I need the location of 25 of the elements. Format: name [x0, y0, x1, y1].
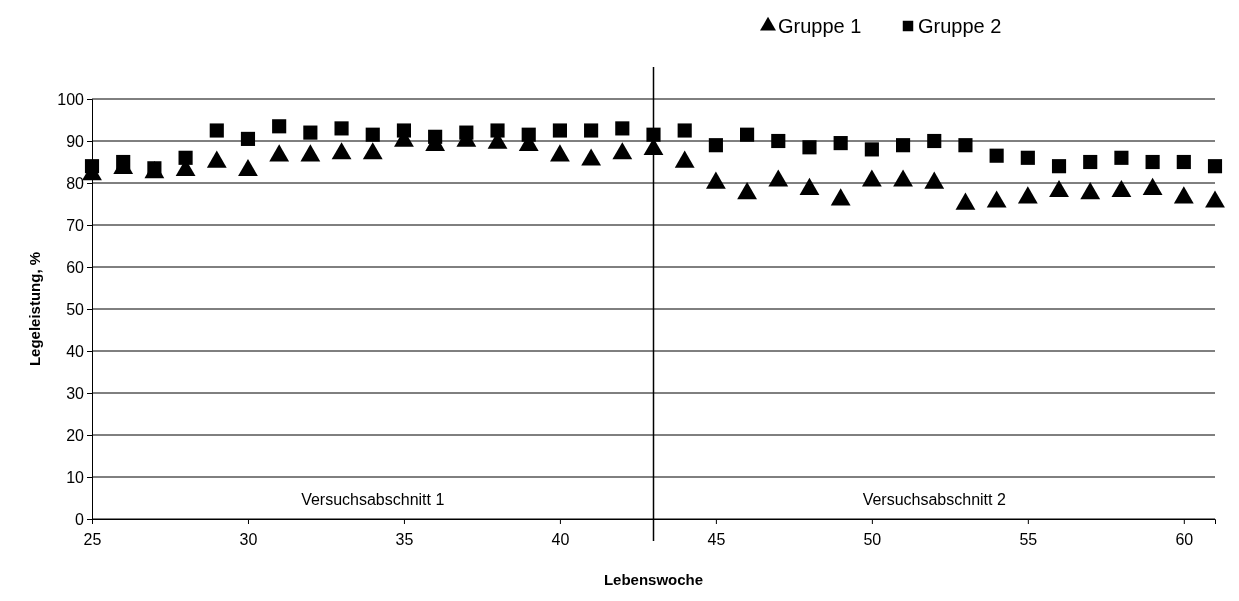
- annotation: Versuchsabschnitt 1: [301, 491, 445, 508]
- legend-label: Gruppe 2: [918, 15, 1002, 37]
- y-tick-label: 100: [57, 90, 85, 108]
- y-tick-label: 20: [66, 426, 85, 444]
- y-tick-label: 80: [66, 174, 85, 192]
- y-tick-label: 90: [66, 132, 85, 150]
- x-tick-label: 40: [551, 530, 570, 548]
- x-tick-label: 50: [863, 530, 882, 548]
- x-tick-label: 60: [1175, 530, 1194, 548]
- y-tick-label: 0: [75, 510, 85, 528]
- y-tick-label: 60: [66, 258, 85, 276]
- y-tick-label: 70: [66, 216, 85, 234]
- x-tick-label: 45: [707, 530, 726, 548]
- x-tick-label: 55: [1019, 530, 1038, 548]
- x-tick-label: 30: [239, 530, 258, 548]
- y-tick-label: 30: [66, 384, 85, 402]
- legend-label: Gruppe 1: [778, 15, 862, 37]
- annotation: Versuchsabschnitt 2: [862, 491, 1006, 508]
- x-tick-label: 35: [395, 530, 414, 548]
- y-tick-label: 10: [66, 468, 85, 486]
- y-tick-label: 40: [66, 342, 85, 360]
- y-tick-label: 50: [66, 300, 85, 318]
- y-axis-title: Legeleistung, %: [26, 251, 43, 367]
- x-axis-title: Lebenswoche: [603, 571, 704, 588]
- x-tick-label: 25: [83, 530, 102, 548]
